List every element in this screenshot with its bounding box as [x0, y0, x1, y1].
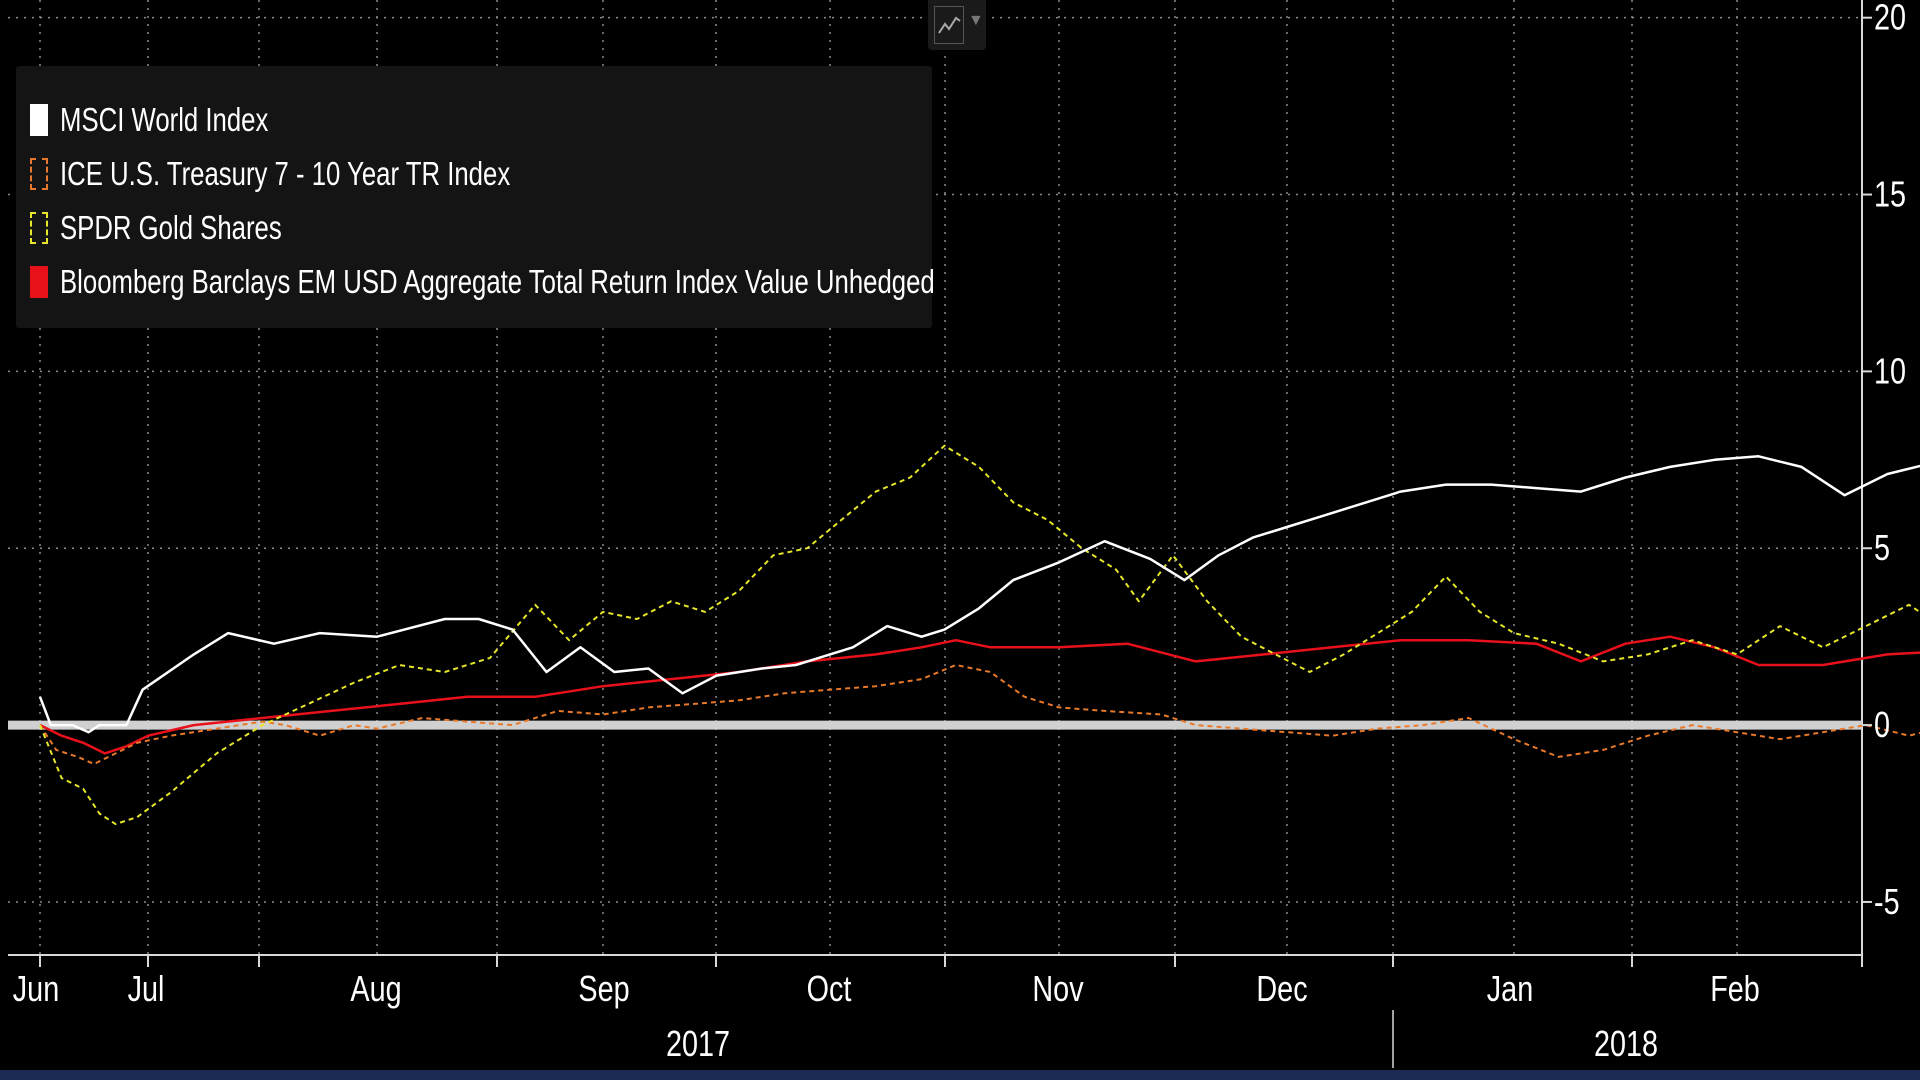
- x-tick-label-month: Oct: [807, 968, 852, 1009]
- x-tick-label-month: Jul: [128, 968, 165, 1009]
- legend-label-em: Bloomberg Barclays EM USD Aggregate Tota…: [60, 263, 935, 300]
- y-axis-ticks: 20 15 10 5 0 -5: [1862, 0, 1906, 922]
- axes: [8, 0, 1863, 1068]
- legend-item-msci[interactable]: MSCI World Index: [30, 98, 327, 142]
- legend-swatch-gold: [30, 212, 48, 244]
- legend-item-em[interactable]: Bloomberg Barclays EM USD Aggregate Tota…: [30, 260, 1181, 304]
- x-tick-label-month: Jan: [1487, 968, 1533, 1009]
- y-tick-label: 10: [1874, 350, 1906, 391]
- y-tick-label: -5: [1874, 881, 1900, 922]
- x-tick-label-year: 2017: [666, 1023, 730, 1064]
- x-axis-ticks: Jun Jul Aug Sep Oct Nov Dec Jan Feb 2017 2018: [13, 968, 1760, 1064]
- series-line-0: [38, 455, 1920, 734]
- legend: MSCI World Index ICE U.S. Treasury 7 - 1…: [16, 66, 935, 328]
- line-chart-icon: [934, 6, 964, 44]
- x-tick-label-month: Aug: [350, 968, 401, 1009]
- chart-type-button[interactable]: ▼: [928, 0, 986, 50]
- legend-label-gold: SPDR Gold Shares: [60, 209, 282, 246]
- x-tick-label-month: Nov: [1032, 968, 1084, 1009]
- series-line-3: [39, 635, 1920, 755]
- legend-swatch-msci: [30, 104, 48, 136]
- y-tick-label: 0: [1874, 704, 1890, 745]
- x-tick-label-month: Jun: [13, 968, 59, 1009]
- x-tick-label-year: 2018: [1594, 1023, 1658, 1064]
- legend-item-treasury[interactable]: ICE U.S. Treasury 7 - 10 Year TR Index: [30, 152, 637, 196]
- x-tick-label-month: Sep: [578, 968, 629, 1009]
- y-tick-label: 15: [1874, 173, 1906, 214]
- series-line-2: [39, 444, 1920, 826]
- grid-lines: [8, 0, 1863, 955]
- y-tick-label: 20: [1874, 0, 1906, 37]
- bottom-bar: [0, 1070, 1920, 1080]
- x-tick-label-month: Dec: [1256, 968, 1307, 1009]
- caret-down-icon: ▼: [968, 12, 984, 29]
- legend-label-treasury: ICE U.S. Treasury 7 - 10 Year TR Index: [60, 155, 511, 192]
- series-line-1: [39, 664, 1920, 765]
- x-tick-label-month: Feb: [1710, 968, 1760, 1009]
- series-lines: [38, 444, 1920, 826]
- legend-label-msci: MSCI World Index: [60, 101, 269, 138]
- legend-swatch-treasury: [30, 158, 48, 190]
- legend-item-gold[interactable]: SPDR Gold Shares: [30, 206, 344, 250]
- y-tick-label: 5: [1874, 527, 1890, 568]
- legend-swatch-em: [30, 266, 48, 298]
